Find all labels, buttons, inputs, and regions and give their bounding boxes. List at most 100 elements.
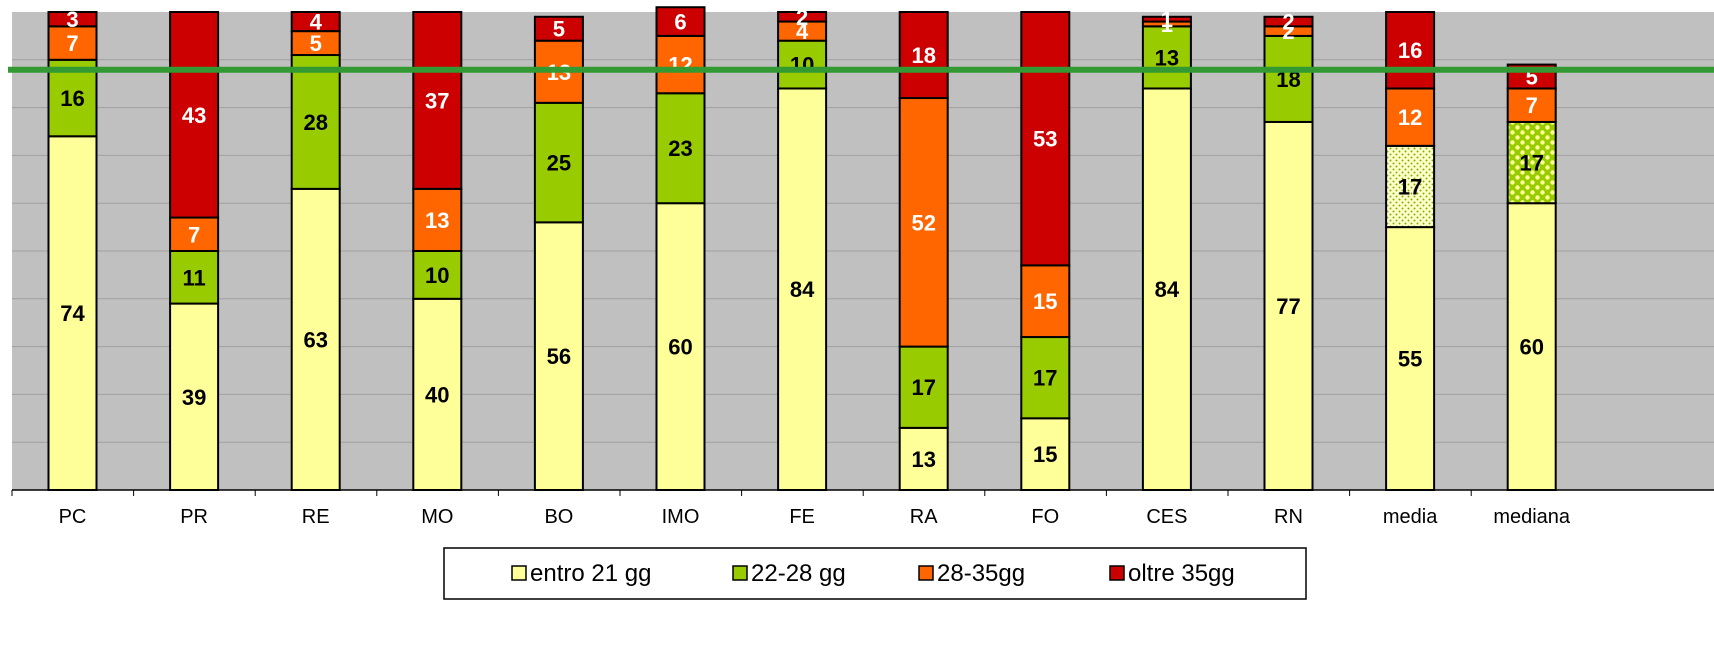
bar-segment bbox=[898, 11, 949, 100]
data-label: 7 bbox=[188, 222, 200, 247]
bar-segment bbox=[1506, 202, 1557, 491]
legend-swatch bbox=[1109, 565, 1125, 581]
data-label: 6 bbox=[674, 10, 686, 35]
x-tick-label: MO bbox=[421, 506, 453, 528]
bar-segment bbox=[1020, 336, 1071, 420]
data-label: 60 bbox=[1519, 335, 1543, 360]
x-tick-label: PC bbox=[59, 506, 87, 528]
data-label: 17 bbox=[911, 375, 935, 400]
x-tick-label: CES bbox=[1146, 506, 1187, 528]
data-label: 52 bbox=[911, 210, 935, 235]
bar-segment bbox=[169, 11, 220, 219]
data-label: 37 bbox=[425, 88, 449, 113]
data-label: 25 bbox=[547, 151, 571, 176]
data-label: 5 bbox=[553, 17, 565, 42]
legend: entro 21 gg 22-28 gg 28-35gg oltre 35gg bbox=[443, 547, 1307, 600]
x-tick-label: BO bbox=[544, 506, 573, 528]
bar-segment bbox=[1263, 15, 1314, 28]
data-label: 3 bbox=[66, 7, 78, 32]
bar-segment bbox=[533, 15, 584, 42]
data-label: 28 bbox=[303, 110, 327, 135]
bar-segment bbox=[1263, 34, 1314, 123]
data-label: 74 bbox=[60, 301, 85, 326]
data-label: 43 bbox=[182, 103, 206, 128]
bar-segment bbox=[1020, 264, 1071, 339]
data-label: 53 bbox=[1033, 127, 1057, 152]
bar-segment bbox=[1263, 120, 1314, 491]
legend-swatch bbox=[918, 565, 934, 581]
bar-segment bbox=[655, 6, 706, 37]
x-tick-label: PR bbox=[180, 506, 208, 528]
data-label: 15 bbox=[1033, 442, 1057, 467]
data-label: 13 bbox=[425, 208, 449, 233]
x-tick-label: mediana bbox=[1493, 506, 1571, 528]
data-label: 13 bbox=[1155, 45, 1179, 70]
bar-segment bbox=[1020, 11, 1071, 267]
bar-segment bbox=[655, 34, 706, 95]
bar-segment bbox=[533, 221, 584, 491]
data-label: 16 bbox=[60, 86, 84, 111]
bar-segment bbox=[1506, 120, 1557, 205]
legend-label: entro 21 gg bbox=[530, 560, 651, 587]
data-label: 4 bbox=[796, 19, 809, 44]
bar-segment bbox=[777, 87, 828, 491]
data-label: 84 bbox=[1155, 277, 1180, 302]
legend-label: 28-35gg bbox=[937, 560, 1025, 587]
data-label: 2 bbox=[1282, 10, 1294, 35]
bar-segment bbox=[47, 11, 98, 28]
data-label: 63 bbox=[303, 327, 327, 352]
data-label: 12 bbox=[668, 53, 692, 78]
x-tick-label: RA bbox=[910, 506, 938, 528]
x-tick-label: FE bbox=[789, 506, 815, 528]
legend-swatch bbox=[732, 565, 748, 581]
data-label: 17 bbox=[1033, 366, 1057, 391]
data-label: 12 bbox=[1398, 105, 1422, 130]
x-tick-label: RE bbox=[302, 506, 330, 528]
bar-segment bbox=[290, 11, 341, 33]
bar-segment bbox=[1141, 15, 1192, 23]
data-label: 55 bbox=[1398, 347, 1422, 372]
data-label: 18 bbox=[911, 43, 935, 68]
legend-box bbox=[443, 547, 1307, 600]
data-label: 10 bbox=[425, 263, 449, 288]
x-tick-label: media bbox=[1383, 506, 1438, 528]
data-label: 60 bbox=[668, 335, 692, 360]
data-label: 84 bbox=[790, 277, 815, 302]
data-label: 15 bbox=[1033, 289, 1057, 314]
legend-label: 22-28 gg bbox=[751, 560, 846, 587]
bar-segment bbox=[1385, 87, 1436, 147]
x-tick-label: RN bbox=[1274, 506, 1303, 528]
data-label: 2 bbox=[796, 5, 808, 30]
data-label: 16 bbox=[1398, 38, 1422, 63]
bar-segment bbox=[1141, 87, 1192, 491]
data-label: 23 bbox=[668, 136, 692, 161]
bar-segment bbox=[1385, 11, 1436, 90]
data-label: 7 bbox=[1526, 93, 1538, 118]
bar-segment bbox=[169, 216, 220, 252]
bar-segment bbox=[290, 54, 341, 190]
bar-segment bbox=[898, 345, 949, 429]
legend-label: oltre 35gg bbox=[1128, 560, 1235, 587]
bar-segment bbox=[1385, 144, 1436, 229]
data-label: 1 bbox=[1161, 7, 1173, 32]
bar-segment bbox=[777, 11, 828, 23]
bar-segment bbox=[1506, 87, 1557, 123]
x-tick-label: FO bbox=[1031, 506, 1059, 528]
data-label: 39 bbox=[182, 385, 206, 410]
data-label: 4 bbox=[310, 10, 323, 35]
data-label: 77 bbox=[1276, 294, 1300, 319]
bar-segment bbox=[412, 11, 463, 190]
bar-segment bbox=[47, 135, 98, 491]
data-label: 5 bbox=[310, 31, 322, 56]
bar-segment bbox=[1385, 226, 1436, 491]
data-label: 13 bbox=[911, 447, 935, 472]
data-label: 17 bbox=[1398, 174, 1422, 199]
data-label: 17 bbox=[1519, 151, 1543, 176]
bar-segment bbox=[655, 92, 706, 205]
bar-segment bbox=[169, 302, 220, 491]
data-label: 40 bbox=[425, 382, 449, 407]
bar-segment bbox=[169, 250, 220, 305]
legend-swatch bbox=[511, 565, 527, 581]
x-axis: PC PR RE MO BO IMO FE RA FO CES RN media mediana bbox=[11, 489, 1714, 528]
